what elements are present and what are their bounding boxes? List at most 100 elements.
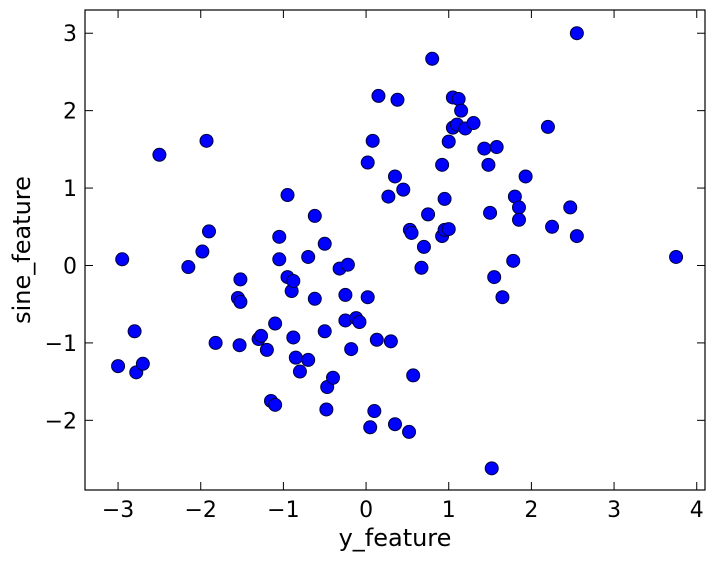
data-point <box>487 270 502 285</box>
data-point <box>396 182 411 197</box>
y-tick-label: −2 <box>45 409 77 434</box>
data-point <box>352 315 367 329</box>
plot-frame <box>84 9 706 491</box>
data-point <box>195 244 210 259</box>
x-tick-label: −3 <box>102 498 134 523</box>
data-point <box>208 335 223 350</box>
y-tick-label: 0 <box>63 254 77 279</box>
data-point <box>371 88 386 103</box>
data-point <box>569 229 584 244</box>
data-point <box>390 92 405 107</box>
data-point <box>669 249 684 264</box>
data-point <box>545 219 560 234</box>
data-point <box>437 191 452 206</box>
data-point <box>506 253 521 268</box>
data-point <box>199 133 214 148</box>
y-tick-labels: −2 −1 0 1 2 3 <box>45 22 77 434</box>
data-point <box>512 200 526 215</box>
data-point <box>466 116 481 131</box>
data-point <box>317 324 332 339</box>
data-point <box>495 290 510 305</box>
data-point <box>301 249 316 264</box>
data-point <box>441 222 456 237</box>
data-point <box>540 119 555 134</box>
data-point <box>388 169 402 184</box>
data-point <box>317 236 332 251</box>
data-point <box>360 290 375 305</box>
data-point <box>451 92 466 107</box>
data-point <box>272 252 287 267</box>
data-point <box>338 287 353 302</box>
data-point <box>286 330 301 345</box>
data-point <box>483 205 498 220</box>
x-tick-label: 4 <box>690 498 704 523</box>
data-point <box>307 291 322 306</box>
data-point <box>512 212 526 227</box>
axis-ticks <box>85 10 705 490</box>
data-point <box>280 188 295 203</box>
data-point <box>481 157 496 172</box>
data-point <box>307 208 322 223</box>
data-point <box>360 155 375 170</box>
data-point <box>569 26 584 41</box>
y-tick-label: 2 <box>63 100 77 125</box>
data-point <box>383 334 398 349</box>
data-point <box>301 352 316 367</box>
x-tick-label: 3 <box>607 498 621 523</box>
data-point <box>435 157 450 172</box>
data-point <box>518 169 533 184</box>
data-point <box>268 316 283 331</box>
x-tick-label: 0 <box>359 498 373 523</box>
data-point <box>425 51 440 66</box>
data-point <box>268 397 283 412</box>
data-point <box>388 417 402 432</box>
data-point <box>414 260 429 275</box>
data-point <box>416 239 431 254</box>
x-tick-labels: −3 −2 −1 0 1 2 3 4 <box>102 498 704 523</box>
data-point <box>111 359 126 374</box>
data-point <box>406 368 421 383</box>
x-axis-label: y_feature <box>339 524 452 552</box>
data-point <box>115 252 130 267</box>
data-point <box>254 328 269 343</box>
data-point <box>402 424 417 439</box>
data-point <box>135 356 150 371</box>
data-point <box>272 229 287 244</box>
data-point <box>441 134 456 149</box>
data-point <box>232 338 247 353</box>
data-point <box>233 294 248 309</box>
data-point <box>233 272 248 287</box>
data-point <box>286 273 301 288</box>
data-point <box>202 224 216 239</box>
x-tick-label: −1 <box>267 498 299 523</box>
data-point <box>367 404 382 419</box>
data-point <box>326 370 340 385</box>
data-point <box>344 342 359 357</box>
data-point <box>319 402 334 417</box>
x-tick-label: −2 <box>185 498 217 523</box>
y-axis-label: sine_feature <box>8 176 36 324</box>
data-point <box>340 257 355 272</box>
data-point <box>477 141 492 156</box>
data-point <box>152 147 167 162</box>
data-point <box>489 140 504 155</box>
data-point <box>381 189 396 204</box>
y-tick-label: −1 <box>45 332 77 357</box>
data-point <box>288 350 303 365</box>
x-tick-label: 2 <box>524 498 538 523</box>
data-point <box>421 207 436 222</box>
data-points <box>111 26 684 476</box>
data-point <box>484 461 499 476</box>
data-point <box>365 133 380 148</box>
data-point <box>404 225 419 240</box>
data-point <box>292 364 307 379</box>
data-point <box>181 260 196 275</box>
y-tick-label: 1 <box>63 177 77 202</box>
data-point <box>127 324 142 339</box>
data-point <box>454 103 469 118</box>
x-tick-label: 1 <box>442 498 456 523</box>
data-point <box>369 332 384 347</box>
data-point <box>563 200 578 215</box>
data-point <box>259 342 274 357</box>
